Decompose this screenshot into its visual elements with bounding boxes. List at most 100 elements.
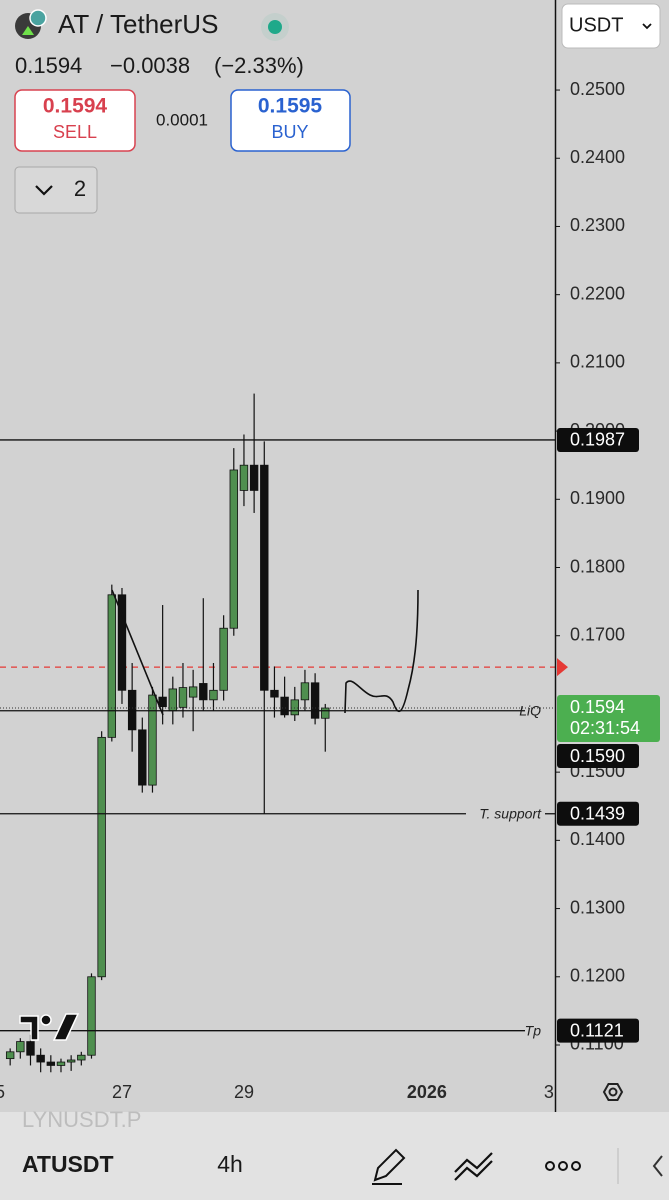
price-line-label: 0.1121 (570, 1020, 624, 1040)
y-tick-label: 0.2300 (570, 215, 625, 235)
toolbar-interval[interactable]: 4h (217, 1151, 243, 1177)
y-tick-label: 0.1800 (570, 556, 625, 576)
x-tick-label: 27 (112, 1082, 132, 1102)
tv-logo (19, 1013, 80, 1041)
countdown: 02:31:54 (570, 718, 640, 738)
watermark-symbol: LYNUSDT.P (22, 1107, 141, 1132)
drawn-trendline (111, 589, 164, 716)
drawing-tool-button[interactable] (372, 1148, 406, 1185)
x-tick-label: 29 (234, 1082, 254, 1102)
price-change: −0.0038 (110, 53, 190, 78)
y-tick-label: 0.2400 (570, 147, 625, 167)
candle-body (5, 1051, 15, 1060)
settings-button[interactable] (602, 1083, 624, 1101)
candle-body (280, 696, 289, 716)
drawn-projection (344, 589, 419, 714)
candle-body (127, 689, 137, 731)
last-price: 0.1594 (15, 53, 82, 78)
x-tick-label: 3 (544, 1082, 554, 1102)
candle-body (260, 464, 269, 691)
candle-body (188, 686, 198, 698)
candle-body (219, 627, 228, 691)
buy-label: BUY (271, 122, 308, 142)
candle-body (158, 696, 167, 708)
trend-tool-button[interactable] (454, 1152, 493, 1181)
candle-body (168, 688, 178, 712)
spread: 0.0001 (156, 110, 208, 129)
price-axis: 0.25000.24000.23000.22000.21000.20000.19… (0, 79, 660, 1102)
candle-body (87, 976, 96, 1056)
y-tick-label: 0.1300 (570, 897, 625, 917)
plot-area: LiQ T. support Tp (0, 393, 555, 1073)
x-tick-label: 2026 (407, 1082, 447, 1102)
exchange-logo (29, 9, 47, 27)
candle-body (199, 683, 208, 701)
x-tick-label: 5 (0, 1082, 5, 1102)
bottom-toolbar (0, 1112, 669, 1200)
currency-selector[interactable] (561, 3, 661, 49)
sell-price: 0.1594 (43, 95, 108, 118)
alert-marker (557, 658, 568, 677)
buy-price: 0.1595 (258, 95, 323, 118)
candle-body (290, 699, 299, 716)
y-tick-label: 0.2100 (570, 352, 625, 372)
dropdown-icon (642, 23, 652, 30)
candle-body (209, 689, 218, 701)
y-tick-label: 0.1200 (570, 966, 625, 986)
candle-body (138, 729, 147, 786)
y-tick-label: 0.2200 (570, 283, 625, 303)
candle-body (310, 682, 320, 719)
candle-body (229, 469, 238, 629)
y-tick-label: 0.1400 (570, 829, 625, 849)
sell-button[interactable] (14, 89, 136, 152)
candle-body (16, 1041, 25, 1053)
y-tick-label: 0.2500 (570, 79, 625, 99)
candle-body (97, 736, 106, 978)
price-line-label: 0.1590 (570, 746, 625, 766)
candle-body (148, 694, 157, 786)
price-line-box (557, 427, 639, 452)
price-line-box (557, 744, 639, 769)
candle-body (249, 464, 259, 491)
currency: USDT (569, 14, 623, 36)
price-change-percent: (−2.33%) (214, 53, 304, 78)
sell-label: SELL (53, 122, 97, 142)
symbol-logo-mark (22, 26, 34, 35)
candle-body (239, 464, 249, 491)
candle-body (107, 594, 117, 738)
candle-body (300, 682, 310, 701)
price-line-name: LiQ (519, 702, 541, 718)
market-status-dot (268, 20, 282, 34)
price-line-label: 0.1987 (570, 430, 625, 450)
candle-body (117, 594, 127, 691)
toolbar-symbol[interactable]: ATUSDT (22, 1151, 114, 1177)
header: AT / TetherUS 0.1594 −0.0038 (−2.33%) 0.… (14, 3, 661, 214)
y-tick-label: 0.1900 (570, 488, 625, 508)
last-price-box (557, 695, 660, 743)
price-line-box (557, 1018, 639, 1043)
candle-body (26, 1041, 35, 1056)
candle-body (178, 687, 188, 708)
candle-body (36, 1054, 45, 1063)
indicators-toggle[interactable] (14, 166, 98, 214)
candle-body (77, 1054, 86, 1061)
y-tick-label: 0.1700 (570, 624, 625, 644)
price-line-box (557, 801, 639, 826)
symbol-title[interactable]: AT / TetherUS (58, 9, 218, 39)
more-button[interactable] (545, 1161, 581, 1171)
last-price-label: 0.1594 (570, 697, 625, 717)
candle-body (66, 1059, 76, 1063)
candle-body (270, 689, 279, 698)
price-line-name: Tp (525, 1022, 542, 1038)
candle-body (56, 1061, 66, 1066)
price-line-label: 0.1439 (570, 804, 625, 824)
indicators-count: 2 (74, 176, 86, 201)
collapse-button[interactable] (652, 1155, 663, 1177)
price-line-name: T. support (479, 805, 542, 821)
buy-button[interactable] (230, 89, 351, 152)
candle-body (46, 1061, 56, 1066)
chevron-icon (35, 185, 53, 196)
